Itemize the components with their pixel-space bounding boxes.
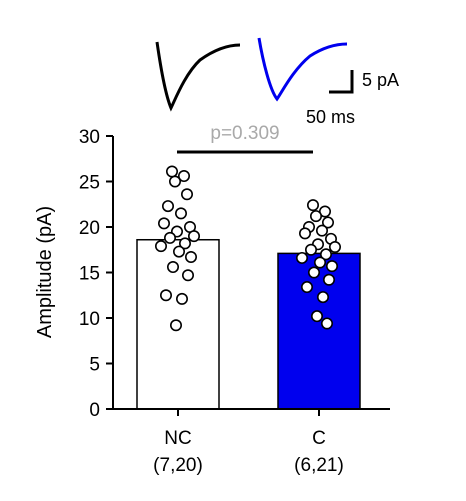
data-point-nc [188, 230, 201, 243]
n-label-c: (6,21) [294, 455, 344, 476]
data-point-c [320, 317, 333, 330]
data-point-nc [179, 237, 192, 250]
n-label-nc: (7,20) [153, 455, 203, 476]
data-point-nc [158, 217, 171, 230]
data-point-nc [176, 292, 189, 305]
y-axis-title: Amplitude (pA) [34, 206, 56, 338]
y-tick-label: 30 [79, 127, 100, 148]
data-point-c [307, 266, 320, 279]
data-point-c [316, 291, 329, 304]
category-label-nc: NC [164, 428, 191, 449]
scale-bar: 5 pA 50 ms [306, 70, 399, 127]
data-point-nc [181, 188, 194, 201]
example-traces [155, 37, 348, 112]
data-point-nc [185, 251, 198, 264]
data-point-c [309, 210, 322, 223]
bar-c [277, 252, 361, 410]
data-point-c [306, 199, 319, 212]
data-point-c [300, 281, 313, 294]
scale-bar-y-label: 5 pA [362, 70, 399, 90]
data-point-c [322, 273, 335, 286]
data-point-c [298, 227, 311, 240]
scale-bar-x-label: 50 ms [306, 107, 355, 127]
data-point-nc [173, 245, 186, 258]
data-point-c [328, 241, 341, 254]
data-point-nc [178, 170, 191, 183]
data-point-nc [164, 231, 177, 244]
data-points [155, 165, 341, 332]
data-point-c [315, 224, 328, 237]
y-tick-label: 5 [89, 355, 100, 376]
data-point-nc [167, 261, 180, 274]
trace-nc [155, 41, 241, 112]
data-point-nc [166, 165, 179, 178]
data-point-c [304, 243, 317, 256]
data-point-nc [155, 240, 168, 253]
x-axis: NC (7,20) C (6,21) [112, 408, 390, 476]
y-tick-label: 25 [79, 173, 100, 194]
data-point-c [319, 248, 332, 261]
data-point-nc [160, 289, 173, 302]
data-point-c [295, 251, 308, 264]
y-tick-label: 0 [89, 400, 100, 421]
comparison: p=0.309 [177, 123, 313, 154]
y-axis: 0 5 10 15 20 25 30 Amplitude (pA) [34, 127, 114, 421]
y-ticks: 0 5 10 15 20 25 30 [79, 127, 113, 421]
trace-c [257, 37, 348, 102]
data-point-c [313, 256, 326, 269]
data-point-nc [182, 269, 195, 282]
category-label-c: C [312, 428, 326, 449]
data-point-c [325, 260, 338, 273]
y-tick-label: 20 [79, 218, 100, 239]
data-point-nc [170, 319, 183, 332]
data-point-nc [162, 200, 175, 213]
data-point-c [321, 216, 334, 229]
data-point-c [310, 310, 323, 323]
p-value-label: p=0.309 [210, 123, 279, 144]
y-tick-label: 10 [79, 309, 100, 330]
data-point-nc [169, 175, 182, 188]
data-point-nc [175, 207, 188, 220]
y-tick-label: 15 [79, 264, 100, 285]
